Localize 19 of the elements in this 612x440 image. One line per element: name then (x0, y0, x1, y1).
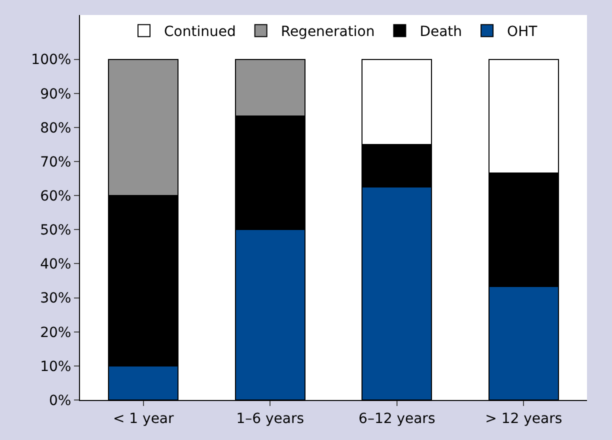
x-tick-label: > 12 years (485, 410, 562, 427)
legend-label: Regeneration (280, 24, 375, 40)
legend-label: Continued (164, 24, 236, 40)
y-tick-label: 60% (40, 188, 72, 204)
x-tick-label: < 1 year (112, 410, 174, 427)
y-tick-label: 90% (40, 86, 72, 102)
y-tick-label: 40% (40, 256, 72, 273)
y-tick-label: 30% (40, 290, 72, 307)
x-tick-label: 6–12 years (358, 410, 436, 427)
x-tick-label: 1–6 years (236, 410, 304, 427)
y-tick-label: 70% (40, 154, 72, 170)
y-tick-label: 50% (40, 222, 72, 239)
y-tick-label: 20% (40, 324, 72, 341)
y-tick-label: 80% (40, 120, 72, 136)
y-tick-label: 100% (31, 52, 72, 68)
legend-label: Death (420, 24, 462, 40)
y-tick-label: 10% (40, 358, 72, 375)
legend-label: OHT (507, 24, 538, 40)
y-tick-label: 0% (48, 392, 72, 409)
